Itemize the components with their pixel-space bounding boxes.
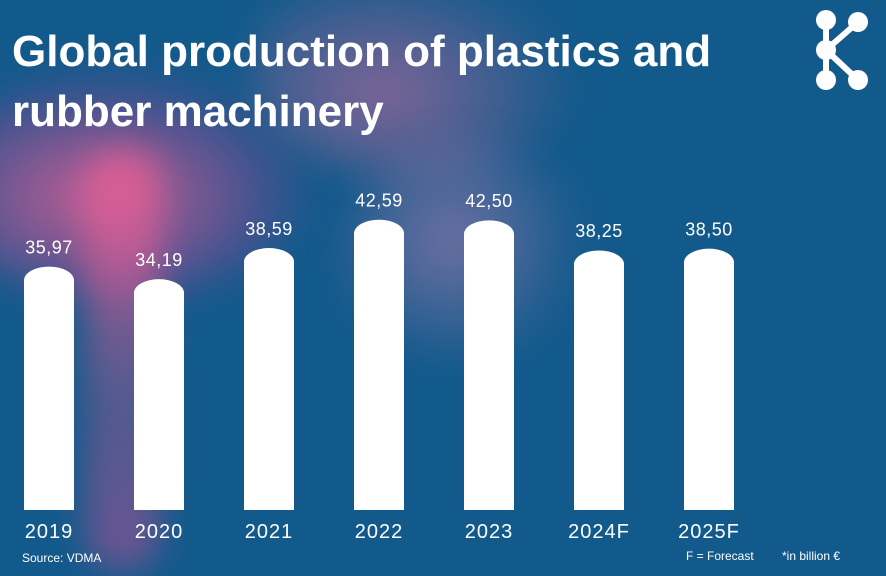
x-tick-2022: 2022 bbox=[355, 521, 404, 543]
x-tick-2021: 2021 bbox=[245, 521, 294, 543]
x-tick-2025F: 2025F bbox=[678, 521, 740, 543]
bar-2024F bbox=[574, 250, 624, 510]
forecast-note: F = Forecast bbox=[686, 549, 754, 563]
value-label-2021: 38,59 bbox=[245, 219, 293, 239]
source-note: Source: VDMA bbox=[22, 551, 102, 565]
x-tick-2024F: 2024F bbox=[568, 521, 630, 543]
bar-2019 bbox=[24, 266, 74, 510]
value-label-2022: 42,59 bbox=[355, 190, 403, 210]
value-label-2019: 35,97 bbox=[25, 237, 73, 257]
value-label-2025F: 38,50 bbox=[685, 219, 733, 239]
value-label-2024F: 38,25 bbox=[575, 221, 623, 241]
value-label-2023: 42,50 bbox=[465, 191, 513, 211]
value-label-2020: 34,19 bbox=[135, 250, 183, 270]
bar-2020 bbox=[134, 279, 184, 510]
unit-note: *in billion € bbox=[782, 549, 841, 563]
x-tick-2020: 2020 bbox=[135, 521, 184, 543]
bar-2021 bbox=[244, 248, 294, 510]
share-network-icon bbox=[816, 10, 868, 90]
x-tick-2023: 2023 bbox=[465, 521, 514, 543]
x-tick-2019: 2019 bbox=[25, 521, 74, 543]
bar-2025F bbox=[684, 248, 734, 511]
bar-2022 bbox=[354, 219, 404, 510]
bar-2023 bbox=[464, 220, 514, 511]
chart-title: Global production of plastics and rubber… bbox=[12, 27, 712, 136]
